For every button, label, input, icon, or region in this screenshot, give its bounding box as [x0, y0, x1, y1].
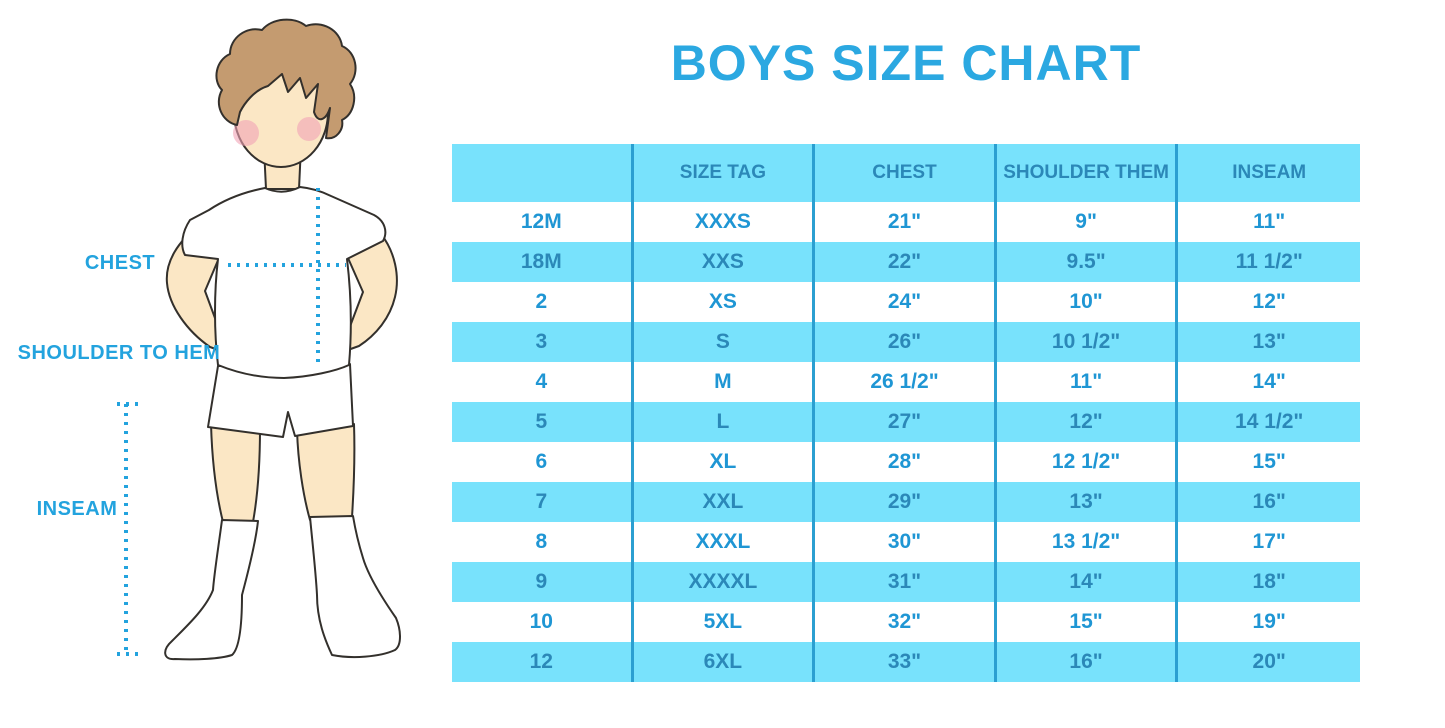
table-cell: 22"	[815, 242, 997, 282]
shorts	[207, 363, 354, 438]
hair	[215, 18, 357, 140]
table-cell: SHOULDER THEM	[997, 144, 1179, 202]
left-cheek	[233, 120, 259, 146]
table-cell: CHEST	[815, 144, 997, 202]
table-cell: 12M	[452, 202, 634, 242]
table-cell: XXS	[634, 242, 816, 282]
table-row: 4 M 26 1/2" 11" 14"	[452, 362, 1360, 402]
table-cell: 16"	[997, 642, 1179, 682]
table-cell: 8	[452, 522, 634, 562]
table-cell: 5XL	[634, 602, 816, 642]
table-cell: 31"	[815, 562, 997, 602]
table-cell: 11"	[997, 362, 1179, 402]
table-cell: 21"	[815, 202, 997, 242]
table-row: 12 6XL 33" 16" 20"	[452, 642, 1360, 682]
table-cell: 6XL	[634, 642, 816, 682]
table-cell: SIZE TAG	[634, 144, 816, 202]
table-cell: INSEAM	[1232, 162, 1307, 183]
table-cell: L	[634, 402, 816, 442]
table-cell: 9.5"	[997, 242, 1179, 282]
table-cell: 3	[452, 322, 634, 362]
table-row: 7 XXL 29" 13" 16"	[452, 482, 1360, 522]
boy-measurement-figure: CHEST SHOULDER TO HEM INSEAM	[0, 0, 450, 723]
table-cell: XXXS	[634, 202, 816, 242]
table-cell: 15"	[997, 602, 1179, 642]
table-cell: 30"	[815, 522, 997, 562]
table-cell: 4	[452, 362, 634, 402]
table-row: 18M XXS 22" 9.5" 11 1/2"	[452, 242, 1360, 282]
table-cell: 5	[452, 402, 634, 442]
table-cell: 15"	[1252, 450, 1286, 473]
table-cell: 26 1/2"	[815, 362, 997, 402]
table-cell: 11"	[1253, 210, 1286, 233]
right-leg	[296, 423, 356, 521]
table-cell: XL	[634, 442, 816, 482]
table-cell: 13 1/2"	[997, 522, 1179, 562]
right-sock	[309, 515, 401, 659]
table-cell: 9	[452, 562, 634, 602]
table-row: 9 XXXXL 31" 14" 18"	[452, 562, 1360, 602]
table-cell: 29"	[815, 482, 997, 522]
table-cell: 10"	[997, 282, 1179, 322]
size-table: SIZE TAG CHEST SHOULDER THEM INSEAM 12M XXXS 2…	[452, 144, 1360, 682]
inseam-label: INSEAM	[37, 498, 118, 520]
table-row: 6 XL 28" 12 1/2" 15"	[452, 442, 1360, 482]
left-leg	[210, 423, 261, 523]
table-cell: XXXXL	[634, 562, 816, 602]
right-cheek	[297, 117, 321, 141]
table-cell: 13"	[997, 482, 1179, 522]
boy-illustration: CHEST SHOULDER TO HEM INSEAM	[18, 18, 401, 661]
table-cell: 18M	[452, 242, 634, 282]
table-cell: 14"	[1252, 370, 1286, 393]
table-cell: 12 1/2"	[997, 442, 1179, 482]
table-cell: 28"	[815, 442, 997, 482]
table-cell: 10	[452, 602, 634, 642]
table-cell: 7	[452, 482, 634, 522]
table-row: 10 5XL 32" 15" 19"	[452, 602, 1360, 642]
chest-label: CHEST	[85, 252, 155, 274]
table-cell: 27"	[815, 402, 997, 442]
table-row: 12M XXXS 21" 9" 11"	[452, 202, 1360, 242]
table-cell: 20"	[1252, 650, 1286, 673]
table-cell: 33"	[815, 642, 997, 682]
table-cell: 14 1/2"	[1235, 410, 1304, 433]
shoulder-to-hem-label: SHOULDER TO HEM	[18, 342, 221, 364]
table-cell: 26"	[815, 322, 997, 362]
table-row: 3 S 26" 10 1/2" 13"	[452, 322, 1360, 362]
table-cell: 9"	[997, 202, 1179, 242]
table-cell: 19"	[1252, 610, 1286, 633]
table-cell: 16"	[1252, 490, 1286, 513]
table-header-row: SIZE TAG CHEST SHOULDER THEM INSEAM	[452, 144, 1360, 202]
left-sock	[164, 519, 259, 661]
table-cell: 11 1/2"	[1235, 250, 1303, 273]
table-cell: 13"	[1252, 330, 1286, 353]
table-cell: XXL	[634, 482, 816, 522]
table-cell	[452, 144, 634, 202]
table-cell: XXXL	[634, 522, 816, 562]
table-cell: 24"	[815, 282, 997, 322]
table-row: 2 XS 24" 10" 12"	[452, 282, 1360, 322]
table-cell: 18"	[1252, 570, 1286, 593]
t-shirt	[181, 186, 387, 379]
table-cell: XS	[634, 282, 816, 322]
table-cell: M	[634, 362, 816, 402]
table-cell: 12	[452, 642, 634, 682]
table-row: 5 L 27" 12" 14 1/2"	[452, 402, 1360, 442]
table-cell: 12"	[1252, 290, 1286, 313]
table-cell: 6	[452, 442, 634, 482]
page-title: BOYS SIZE CHART	[670, 35, 1142, 91]
table-cell: 10 1/2"	[997, 322, 1179, 362]
table-cell: 2	[452, 282, 634, 322]
table-row: 8 XXXL 30" 13 1/2" 17"	[452, 522, 1360, 562]
table-cell: 12"	[997, 402, 1179, 442]
table-cell: 32"	[815, 602, 997, 642]
table-cell: 14"	[997, 562, 1179, 602]
table-cell: S	[634, 322, 816, 362]
table-cell: 17"	[1252, 530, 1286, 553]
